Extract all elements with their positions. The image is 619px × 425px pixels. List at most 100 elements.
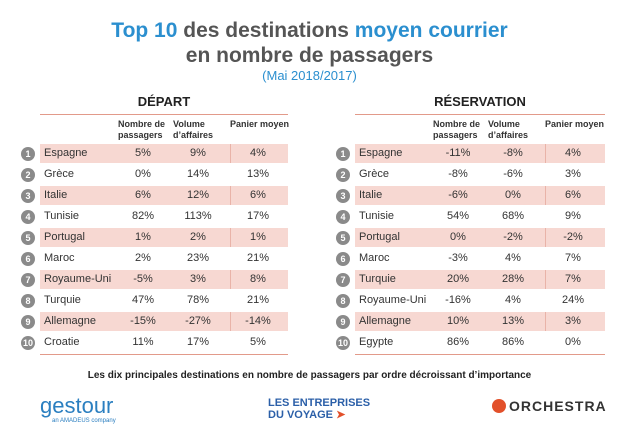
value-cell: 7%	[565, 252, 581, 264]
table-row: 1 Espagne -11% -8% 4%	[333, 144, 605, 165]
rank-badge: 8	[21, 294, 35, 308]
table-heading: DÉPART	[137, 94, 191, 109]
destination-name: Espagne	[44, 147, 88, 159]
value-cell: 0%	[565, 336, 581, 348]
column-header: Volume d’affaires	[173, 119, 214, 140]
value-cell: -16%	[445, 294, 471, 306]
column-header: Panier moyen	[230, 119, 290, 129]
rank-badge: 6	[336, 252, 350, 266]
rank-badge: 5	[336, 231, 350, 245]
table-row: 5 Portugal 1% 2% 1%	[18, 228, 288, 249]
table-row: 5 Portugal 0% -2% -2%	[333, 228, 605, 249]
gestour-logo: gestour an AMADEUS company	[40, 395, 116, 425]
destination-name: Italie	[44, 189, 68, 201]
value-cell: 9%	[190, 147, 206, 159]
table-row: 10 Croatie 11% 17% 5%	[18, 333, 288, 354]
value-cell: 3%	[565, 168, 581, 180]
footnote: Les dix principales destinations en nomb…	[87, 370, 532, 381]
value-cell: 5%	[250, 336, 266, 348]
value-cell: 10%	[446, 315, 470, 327]
gestour-text: gestour	[40, 393, 114, 418]
value-cell: 4%	[565, 147, 581, 159]
value-cell: 17%	[246, 210, 270, 222]
rank-badge: 7	[21, 273, 35, 287]
value-cell: -8%	[503, 147, 523, 159]
rank-badge: 2	[21, 168, 35, 182]
column-header: Nombre de passagers	[118, 119, 166, 140]
destination-name: Allemagne	[44, 315, 96, 327]
divider	[230, 186, 231, 205]
value-cell: -15%	[130, 315, 156, 327]
table-row: 8 Royaume-Uni -16% 4% 24%	[333, 291, 605, 312]
destination-name: Croatie	[44, 336, 80, 348]
table-row: 3 Italie 6% 12% 6%	[18, 186, 288, 207]
rank-badge: 3	[21, 189, 35, 203]
rank-badge: 1	[336, 147, 350, 161]
divider	[545, 312, 546, 331]
row-shade	[355, 144, 605, 163]
value-cell: -5%	[133, 273, 153, 285]
value-cell: 68%	[501, 210, 525, 222]
rank-badge: 5	[21, 231, 35, 245]
table-row: 1 Espagne 5% 9% 4%	[18, 144, 288, 165]
value-cell: -14%	[245, 315, 271, 327]
destination-name: Allemagne	[359, 315, 411, 327]
table-header: Nombre de passagers Volume d’affaires Pani…	[40, 114, 290, 144]
row-shade	[355, 186, 605, 205]
row-shade	[40, 270, 288, 289]
table-row: 6 Maroc -3% 4% 7%	[333, 249, 605, 270]
value-cell: 21%	[246, 252, 270, 264]
destination-name: Tunisie	[44, 210, 80, 222]
value-cell: 28%	[501, 273, 525, 285]
table-row: 7 Turquie 20% 28% 7%	[333, 270, 605, 291]
table-row: 4 Tunisie 54% 68% 9%	[333, 207, 605, 228]
column-header: Volume d’affaires	[488, 119, 529, 140]
table-row: 8 Turquie 47% 78% 21%	[18, 291, 288, 312]
destination-name: Italie	[359, 189, 383, 201]
gestour-sub: an AMADEUS company	[52, 418, 116, 424]
table-row: 2 Grèce 0% 14% 13%	[18, 165, 288, 186]
title-highlight: moyen courrier	[354, 19, 508, 42]
value-cell: 14%	[186, 168, 210, 180]
row-shade	[40, 186, 288, 205]
destination-name: Grèce	[359, 168, 389, 180]
orchestra-logo: ORCHESTRA	[492, 398, 607, 414]
column-header: Nombre de passagers	[433, 119, 481, 140]
value-cell: 2%	[190, 231, 206, 243]
orchestra-icon	[492, 399, 506, 413]
table-header: Nombre de passagers Volume d’affaires Pani…	[355, 114, 605, 144]
divider	[230, 270, 231, 289]
rank-badge: 9	[21, 315, 35, 329]
rank-badge: 10	[336, 336, 350, 350]
value-cell: -3%	[448, 252, 468, 264]
value-cell: 6%	[135, 189, 151, 201]
value-cell: 20%	[446, 273, 470, 285]
value-cell: 6%	[565, 189, 581, 201]
value-cell: 113%	[184, 210, 212, 222]
table-row: 7 Royaume-Uni -5% 3% 8%	[18, 270, 288, 291]
row-shade	[355, 312, 605, 331]
value-cell: 54%	[446, 210, 470, 222]
column-header: Panier moyen	[545, 119, 605, 129]
rank-badge: 10	[21, 336, 35, 350]
destination-name: Portugal	[44, 231, 85, 243]
destination-name: Turquie	[359, 273, 396, 285]
value-cell: -2%	[563, 231, 583, 243]
destination-name: Royaume-Uni	[44, 273, 112, 285]
destination-name: Grèce	[44, 168, 74, 180]
row-shade	[40, 144, 288, 163]
value-cell: 23%	[186, 252, 210, 264]
edv-bird-icon: ➤	[336, 409, 346, 421]
value-cell: 0%	[135, 168, 151, 180]
value-cell: 86%	[446, 336, 470, 348]
divider	[545, 186, 546, 205]
table-heading: RÉSERVATION	[434, 94, 526, 109]
value-cell: 1%	[250, 231, 266, 243]
row-shade	[40, 228, 288, 247]
table-row: 2 Grèce -8% -6% 3%	[333, 165, 605, 186]
value-cell: 4%	[505, 294, 521, 306]
destination-name: Tunisie	[359, 210, 395, 222]
divider	[230, 144, 231, 163]
value-cell: -2%	[503, 231, 523, 243]
value-cell: 4%	[505, 252, 521, 264]
